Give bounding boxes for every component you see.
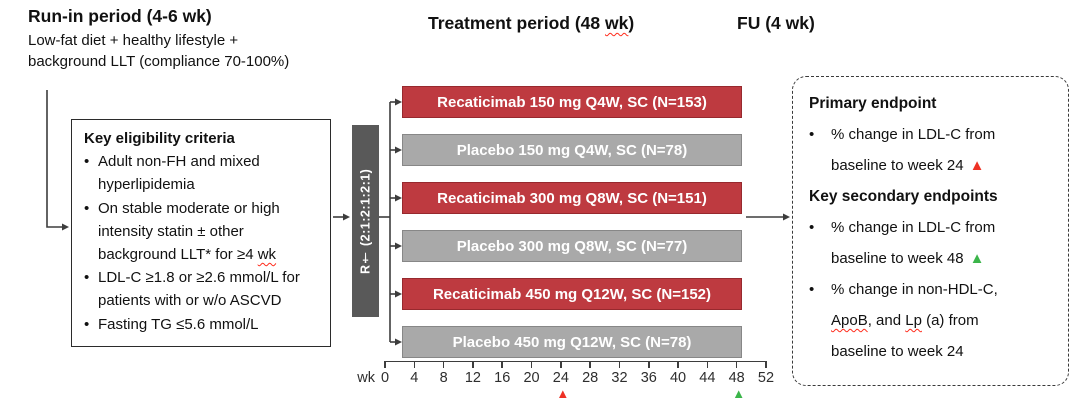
axis-tick-label: 4 xyxy=(410,370,419,386)
week-axis: wk 0 4 8 12 16 20 24 28 32 36 40 44 48 52 ▲ ▲ xyxy=(357,361,774,413)
endpoint-item: • % change in non-HDL-C, ApoB, and Lp (a… xyxy=(809,274,1058,367)
week-48-marker-icon: ▲ xyxy=(732,386,746,401)
randomization-bar: R† (2:1:2:1:2:1) xyxy=(352,125,379,317)
secondary-endpoints-title: Key secondary endpoints xyxy=(809,188,998,205)
arm-bar-label: Recaticimab 450 mg Q12W, SC (N=152) xyxy=(432,285,712,303)
arm-bar-label: Placebo 450 mg Q12W, SC (N=78) xyxy=(452,333,692,351)
triangle-marker-icon: ▲ xyxy=(969,250,985,267)
bullet-icon: • xyxy=(809,126,815,143)
axis-tick-label: 40 xyxy=(669,370,687,386)
axis-tick-label: 0 xyxy=(380,370,390,386)
endpoint-item: • % change in LDL-C from baseline to wee… xyxy=(809,119,1058,181)
week-unit-label: wk xyxy=(357,370,375,386)
axis-tick-label: 52 xyxy=(757,370,775,386)
arm-bar-placebo-150: Placebo 150 mg Q4W, SC (N=78) xyxy=(402,134,742,166)
axis-tick-label: 36 xyxy=(640,370,657,386)
triangle-marker-icon: ▲ xyxy=(969,157,985,174)
axis-tick xyxy=(472,361,474,368)
axis-tick-label: 32 xyxy=(611,370,628,386)
week-24-marker-icon: ▲ xyxy=(556,386,570,401)
axis-tick xyxy=(647,361,650,368)
run-in-subtitle-line: Low-fat diet + healthy lifestyle + xyxy=(28,32,239,49)
axis-tick xyxy=(765,361,767,368)
arm-bar-label: Recaticimab 150 mg Q4W, SC (N=153) xyxy=(437,93,707,111)
randomization-label: R† (2:1:2:1:2:1) xyxy=(358,168,373,274)
axis-tick-label: 16 xyxy=(494,370,511,386)
endpoint-item: • % change in LDL-C from baseline to wee… xyxy=(809,212,1058,274)
endpoint-item-text: % change in LDL-C from baseline to week … xyxy=(831,219,996,267)
arm-bar-recaticimab-300: Recaticimab 300 mg Q8W, SC (N=151) xyxy=(402,182,742,214)
arm-bar-label: Placebo 150 mg Q4W, SC (N=78) xyxy=(456,141,688,159)
run-in-subtitle: Low-fat diet + healthy lifestyle + backg… xyxy=(28,30,289,72)
follow-up-period-title: FU (4 wk) xyxy=(737,13,815,33)
endpoint-item-text: % change in LDL-C from baseline to week … xyxy=(831,126,996,174)
run-in-subtitle-line: background LLT (compliance 70-100%) xyxy=(28,53,290,70)
axis-tick xyxy=(501,361,504,368)
arm-bar-placebo-300: Placebo 300 mg Q8W, SC (N=77) xyxy=(402,230,742,262)
bullet-icon: • xyxy=(84,315,90,333)
axis-tick xyxy=(677,361,679,368)
eligibility-item-text: LDL-C ≥1.8 or ≥2.6 mmol/L for patients w… xyxy=(98,269,300,310)
eligibility-item: • Adult non-FH and mixed hyperlipidemia xyxy=(84,150,322,196)
bullet-icon: • xyxy=(809,281,815,298)
axis-tick xyxy=(589,361,591,368)
bullet-icon: • xyxy=(84,269,90,287)
arm-bar-recaticimab-150: Recaticimab 150 mg Q4W, SC (N=153) xyxy=(402,86,742,118)
axis-tick-label: 8 xyxy=(439,370,448,386)
axis-tick-label: 48 xyxy=(728,370,745,386)
bullet-icon: • xyxy=(84,199,90,217)
axis-tick xyxy=(560,361,562,368)
eligibility-title: Key eligibility criteria xyxy=(84,130,235,147)
axis-tick-label: 44 xyxy=(699,370,716,386)
eligibility-item: • On stable moderate or high intensity s… xyxy=(84,197,322,267)
endpoints-box: Primary endpoint • % change in LDL-C fro… xyxy=(792,76,1069,386)
axis-tick xyxy=(530,361,533,368)
eligibility-box: Key eligibility criteria • Adult non-FH … xyxy=(71,119,331,347)
eligibility-item: • Fasting TG ≤5.6 mmol/L xyxy=(84,313,322,336)
axis-tick xyxy=(384,361,386,368)
axis-tick xyxy=(735,361,738,368)
axis-tick-label: 12 xyxy=(464,370,481,386)
axis-tick xyxy=(413,361,416,368)
run-in-period-title: Run-in period (4-6 wk) xyxy=(28,6,212,26)
run-in-elbow-arrow xyxy=(46,90,69,231)
bullet-icon: • xyxy=(84,153,90,171)
axis-line xyxy=(385,361,766,362)
endpoint-item-text: % change in non-HDL-C, ApoB, and Lp (a) … xyxy=(831,281,998,360)
arm-bar-recaticimab-450: Recaticimab 450 mg Q12W, SC (N=152) xyxy=(402,278,742,310)
treatment-period-title: Treatment period (48 wk) xyxy=(428,13,635,33)
axis-tick-label: 20 xyxy=(523,370,540,386)
axis-tick xyxy=(442,361,445,368)
axis-tick xyxy=(706,361,709,368)
arm-bar-label: Recaticimab 300 mg Q8W, SC (N=151) xyxy=(437,189,707,207)
treatment-arms: Recaticimab 150 mg Q4W, SC (N=153) Place… xyxy=(402,86,742,374)
primary-endpoint-title: Primary endpoint xyxy=(809,95,937,112)
axis-tick-label: 24 xyxy=(552,370,569,386)
arm-bar-label: Placebo 300 mg Q8W, SC (N=77) xyxy=(456,237,688,255)
arm-bar-placebo-450: Placebo 450 mg Q12W, SC (N=78) xyxy=(402,326,742,358)
axis-tick xyxy=(618,361,621,368)
eligibility-item-text: Fasting TG ≤5.6 mmol/L xyxy=(98,315,259,333)
axis-tick-label: 28 xyxy=(582,370,599,386)
bullet-icon: • xyxy=(809,219,815,236)
eligibility-item-text: Adult non-FH and mixed hyperlipidemia xyxy=(98,153,260,194)
eligibility-item-text: On stable moderate or high intensity sta… xyxy=(98,199,280,264)
eligibility-item: • LDL-C ≥1.8 or ≥2.6 mmol/L for patients… xyxy=(84,266,322,312)
